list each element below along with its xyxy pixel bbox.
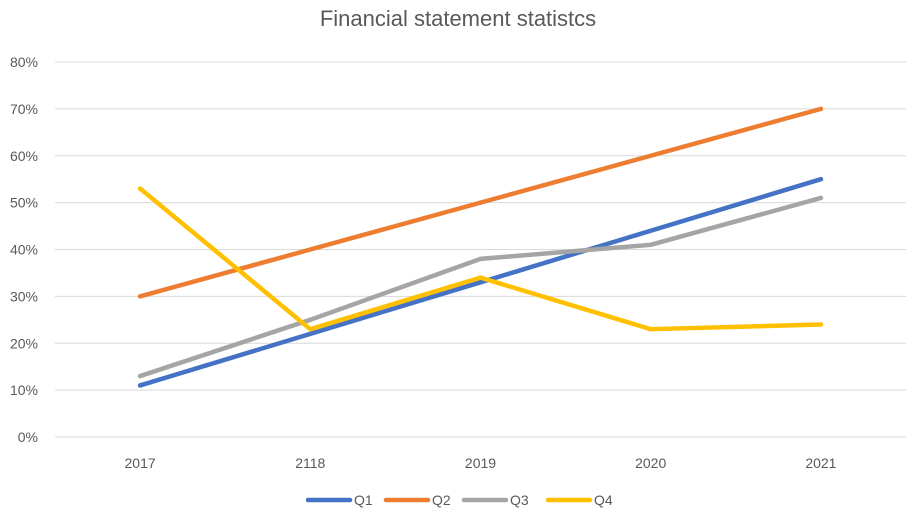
x-tick-label: 2118 <box>295 455 325 471</box>
data-point <box>137 373 143 379</box>
data-point <box>308 331 313 337</box>
x-axis-ticks: 2017 2118 2019 2020 2021 <box>125 455 837 471</box>
y-tick-label: 50% <box>10 195 38 211</box>
data-point <box>818 322 824 327</box>
series-line <box>137 195 824 379</box>
series-q3 <box>137 195 824 379</box>
data-point <box>648 326 653 332</box>
series-q1 <box>137 176 824 388</box>
x-tick-label: 2020 <box>635 455 666 471</box>
data-point <box>308 247 313 252</box>
legend-label: Q2 <box>432 492 451 508</box>
y-tick-label: 20% <box>10 335 38 351</box>
y-tick-label: 60% <box>10 148 38 164</box>
series-lines <box>137 106 824 388</box>
data-point <box>308 317 313 323</box>
legend-item: Q2 <box>383 492 451 508</box>
chart-title: Financial statement statistcs <box>319 6 597 31</box>
y-tick-label: 70% <box>10 101 38 117</box>
data-point <box>818 106 824 112</box>
data-point <box>478 280 483 285</box>
data-point <box>137 186 143 191</box>
x-tick-label: 2021 <box>805 455 836 471</box>
legend-label: Q3 <box>510 492 529 508</box>
legend-item: Q4 <box>545 492 613 508</box>
legend-label: Q1 <box>354 492 373 508</box>
legend-item: Q1 <box>305 492 373 508</box>
series-q4 <box>137 186 824 332</box>
series-q2 <box>137 106 824 299</box>
data-point <box>137 294 143 299</box>
data-point <box>478 256 483 262</box>
x-tick-label: 2019 <box>465 455 496 471</box>
legend: Q1 Q2 Q3 Q4 <box>305 492 613 508</box>
data-point <box>648 242 653 248</box>
x-tick-label: 2017 <box>125 455 156 471</box>
data-point <box>478 200 483 205</box>
data-point <box>478 275 483 280</box>
y-tick-label: 30% <box>10 288 38 304</box>
y-tick-label: 40% <box>10 242 38 258</box>
data-point <box>818 195 824 201</box>
data-point <box>818 176 824 182</box>
y-tick-label: 10% <box>10 382 38 398</box>
legend-item: Q3 <box>461 492 529 508</box>
data-point <box>648 228 653 233</box>
data-point <box>308 326 313 332</box>
legend-label: Q4 <box>594 492 613 508</box>
gridlines <box>55 61 906 438</box>
y-tick-label: 80% <box>10 54 38 70</box>
y-axis-ticks: 0% 10% 20% 30% 40% 50% 60% 70% 80% <box>10 54 38 445</box>
y-tick-label: 0% <box>18 429 38 445</box>
data-point <box>648 153 653 158</box>
data-point <box>137 383 143 388</box>
